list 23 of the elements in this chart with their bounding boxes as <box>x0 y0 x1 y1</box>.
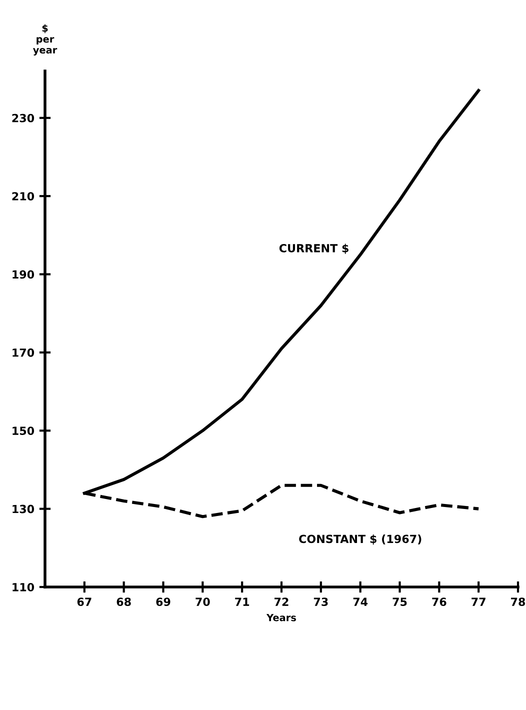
x-tick-label: 67 <box>77 598 92 606</box>
series-label: CURRENT $ <box>279 244 348 254</box>
y-tick-label: 190 <box>12 270 34 279</box>
x-tick-label: 78 <box>511 598 526 606</box>
x-tick-label: 76 <box>432 598 446 606</box>
text: CONSTANT $ (1967) <box>299 534 422 545</box>
y-tick-label: 230 <box>12 114 34 122</box>
y-tick-label: 150 <box>12 426 34 436</box>
y-tick-label: 210 <box>12 192 34 200</box>
y-axis-title: $ per year <box>32 24 58 56</box>
y-tick-label: 130 <box>12 504 34 514</box>
x-axis-title: Years <box>266 614 296 622</box>
y-tick-label: 170 <box>12 348 34 357</box>
x-tick-label: 71 <box>235 598 250 606</box>
x-tick-label: 70 <box>196 598 210 606</box>
x-tick-label: 72 <box>274 598 288 606</box>
x-tick-label: 73 <box>314 598 328 606</box>
y-tick-label: 110 <box>12 582 34 592</box>
x-tick-label: 74 <box>353 598 368 606</box>
x-tick-label: 68 <box>116 598 131 606</box>
x-tick-label: 77 <box>472 598 486 606</box>
x-tick-label: 69 <box>156 598 170 606</box>
x-tick-label: 75 <box>392 598 407 606</box>
